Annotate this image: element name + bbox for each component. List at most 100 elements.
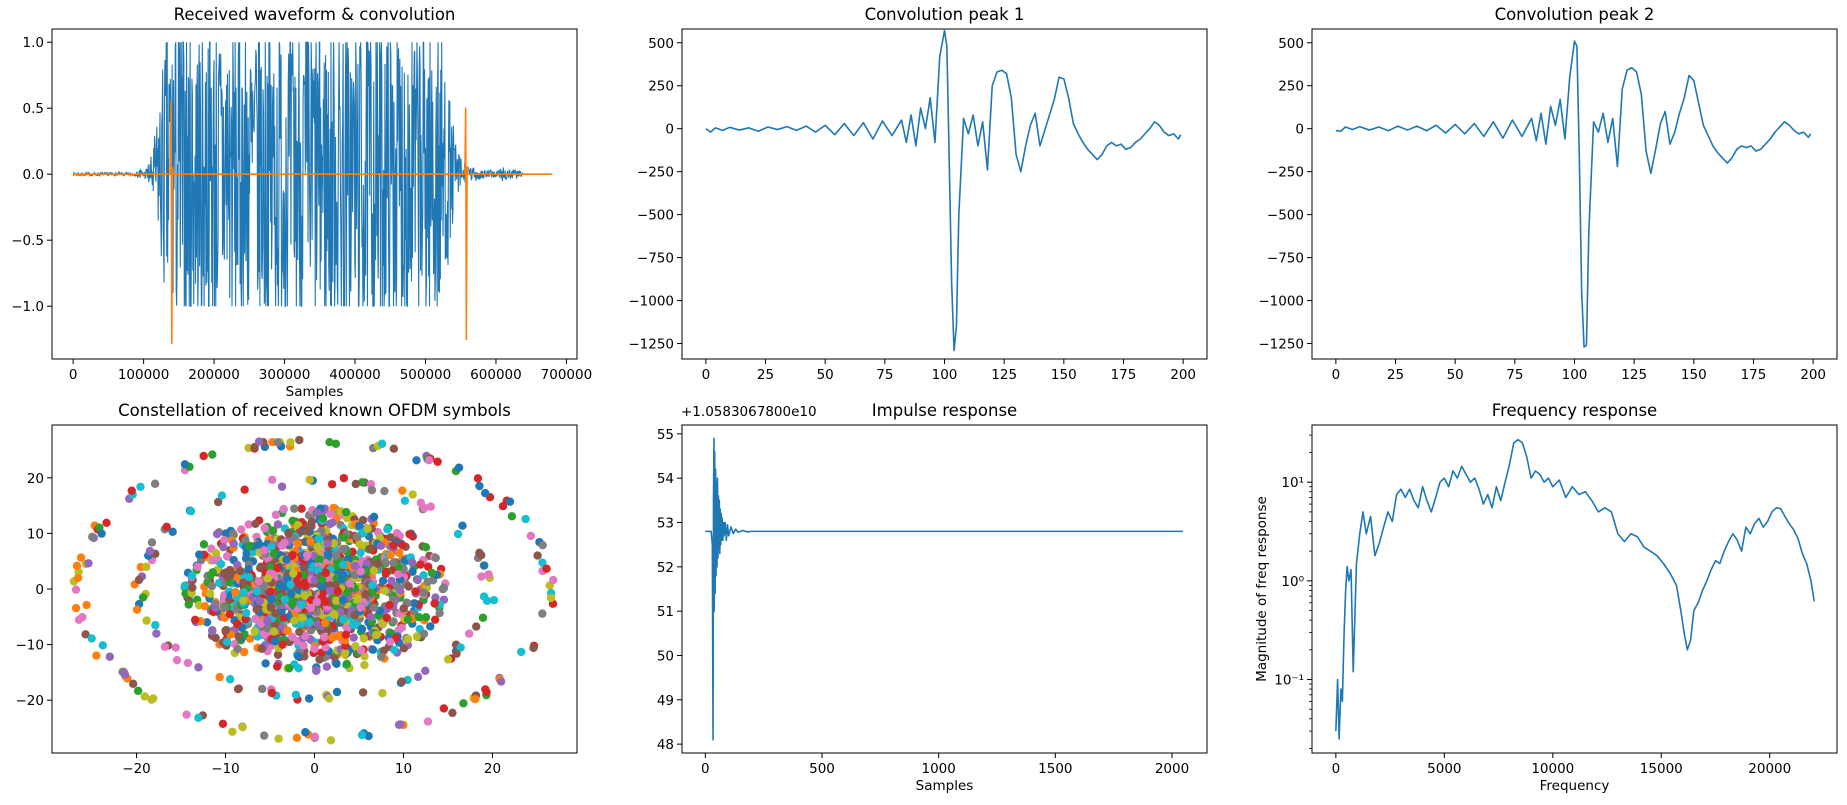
y-tick-label: 0	[35, 582, 44, 598]
scatter-point	[505, 497, 515, 506]
scatter-point	[88, 532, 97, 542]
scatter-point	[220, 569, 229, 578]
scatter-point	[411, 587, 420, 596]
scatter-point	[288, 632, 297, 642]
scatter-point	[350, 561, 360, 571]
scatter-point	[424, 562, 433, 571]
scatter-point	[355, 521, 364, 530]
scatter-point	[380, 586, 390, 595]
scatter-point	[477, 551, 486, 560]
y-tick-label: 53	[657, 516, 674, 532]
scatter-point	[280, 595, 289, 604]
scatter-point	[92, 651, 101, 660]
plot-area	[705, 437, 1183, 741]
x-tick-label: 100	[1562, 367, 1588, 383]
scatter-point	[127, 486, 136, 495]
series-line	[72, 41, 525, 307]
scatter-point	[295, 627, 304, 637]
scatter-point	[368, 645, 378, 654]
y-tick-label: 48	[657, 737, 674, 753]
x-tick-label: 500	[809, 761, 835, 777]
y-tick-label: 0.0	[23, 167, 44, 183]
scatter-point	[427, 568, 437, 578]
scatter-point	[245, 634, 255, 643]
x-tick-label: 150	[1681, 367, 1707, 383]
scatter-point	[245, 541, 254, 551]
scatter-point	[239, 647, 249, 657]
scatter-point	[320, 618, 330, 628]
scatter-point	[481, 685, 490, 694]
scatter-point	[71, 603, 81, 613]
scatter-point	[489, 595, 499, 605]
scatter-point	[377, 439, 387, 448]
scatter-point	[147, 538, 157, 547]
y-tick-label: −0.5	[11, 233, 44, 249]
y-tick-label: 49	[657, 693, 674, 709]
scatter-point	[334, 632, 343, 641]
scatter-point	[413, 672, 423, 682]
scatter-point	[239, 596, 248, 605]
scatter-point	[290, 616, 299, 625]
scatter-point	[320, 632, 329, 642]
scatter-point	[459, 699, 468, 708]
scatter-point	[423, 577, 432, 586]
scatter-point	[289, 504, 299, 513]
scatter-point	[378, 688, 387, 698]
axes-frame	[1311, 28, 1838, 360]
x-tick-label: 0	[310, 761, 319, 777]
y-tick-label: 0.5	[23, 101, 44, 117]
scatter-point	[236, 566, 245, 576]
y-tick-label: 1.0	[23, 35, 44, 51]
scatter-point	[289, 569, 298, 578]
scatter-point	[269, 627, 279, 636]
scatter-point	[254, 437, 264, 446]
scatter-point	[286, 580, 295, 589]
scatter-point	[239, 588, 248, 597]
scatter-point	[430, 615, 440, 624]
series-line	[1335, 438, 1816, 740]
scatter-point	[301, 582, 310, 591]
scatter-point	[357, 624, 367, 634]
scatter-point	[386, 550, 395, 560]
chart-title: Received waveform & convolution	[174, 5, 456, 24]
scatter-point	[229, 539, 238, 548]
x-tick-label: 0	[1332, 367, 1341, 383]
scatter-point	[244, 573, 254, 582]
scatter-point	[430, 599, 439, 608]
scatter-point	[381, 567, 391, 577]
scatter-point	[98, 641, 108, 650]
scatter-point	[380, 486, 389, 496]
scatter-point	[328, 518, 337, 527]
x-tick-label: 175	[1111, 367, 1137, 383]
scatter-point	[278, 640, 287, 649]
scatter-point	[268, 526, 277, 535]
scatter-point	[282, 555, 291, 564]
scatter-point	[190, 615, 200, 625]
scatter-point	[484, 570, 493, 579]
scatter-point	[206, 589, 215, 598]
x-tick-label: 10	[395, 761, 412, 777]
scatter-point	[181, 589, 190, 598]
plot-area	[69, 435, 558, 745]
y-offset-label: +1.0583067800e10	[681, 404, 817, 420]
scatter-point	[73, 573, 83, 583]
scatter-point	[312, 597, 321, 607]
scatter-point	[211, 549, 221, 558]
scatter-point	[480, 561, 489, 570]
scatter-point	[293, 539, 302, 548]
y-tick-label: −250	[1267, 165, 1304, 181]
scatter-point	[369, 566, 379, 576]
scatter-point	[416, 560, 425, 569]
scatter-point	[498, 501, 508, 511]
scatter-point	[386, 533, 395, 542]
x-tick-label: 20000	[1748, 761, 1791, 777]
scatter-point	[314, 565, 323, 575]
scatter-point	[338, 595, 348, 605]
scatter-point	[273, 563, 282, 573]
scatter-point	[398, 540, 407, 550]
scatter-point	[385, 637, 395, 646]
scatter-point	[172, 655, 182, 665]
scatter-point	[222, 637, 232, 646]
scatter-point	[333, 587, 343, 596]
scatter-point	[431, 553, 440, 563]
